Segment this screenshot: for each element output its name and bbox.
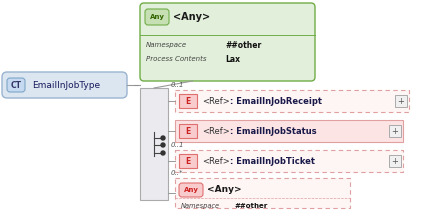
Text: : EmailInJobStatus: : EmailInJobStatus	[230, 126, 316, 135]
Text: ##other: ##other	[225, 41, 261, 50]
Circle shape	[161, 143, 165, 147]
Bar	[179, 154, 197, 168]
Text: Lax: Lax	[225, 55, 240, 63]
Bar	[179, 124, 197, 138]
Circle shape	[161, 151, 165, 155]
Bar	[140, 88, 168, 200]
Text: Namespace: Namespace	[146, 42, 187, 48]
Text: +: +	[392, 156, 398, 165]
Bar	[175, 178, 350, 208]
Circle shape	[161, 136, 165, 140]
Text: E: E	[185, 156, 191, 165]
Bar	[175, 150, 403, 172]
Text: <Any>: <Any>	[173, 12, 210, 22]
Bar	[175, 90, 409, 112]
Text: E: E	[185, 126, 191, 135]
Text: Namespace: Namespace	[181, 203, 220, 209]
Text: 0..1: 0..1	[171, 82, 184, 88]
Text: –: –	[133, 80, 138, 90]
Text: : EmailInJobTicket: : EmailInJobTicket	[230, 156, 315, 165]
Bar	[395, 95, 407, 107]
FancyBboxPatch shape	[140, 3, 315, 81]
Text: +: +	[398, 97, 404, 105]
FancyBboxPatch shape	[179, 183, 203, 197]
Text: E: E	[185, 97, 191, 105]
Text: Any: Any	[149, 14, 165, 20]
Text: 0..*: 0..*	[171, 170, 184, 176]
Bar	[179, 94, 197, 108]
Text: <Any>: <Any>	[207, 185, 242, 194]
Text: Any: Any	[184, 187, 198, 193]
Text: CT: CT	[11, 80, 22, 89]
FancyBboxPatch shape	[2, 72, 127, 98]
Bar	[175, 120, 403, 142]
Bar	[389, 125, 401, 137]
Text: <Ref>: <Ref>	[202, 126, 230, 135]
Text: <Ref>: <Ref>	[202, 97, 230, 105]
Text: : EmailInJobReceipt: : EmailInJobReceipt	[230, 97, 322, 105]
Text: ##other: ##other	[235, 203, 268, 209]
FancyBboxPatch shape	[145, 9, 169, 25]
Text: EmailInJobType: EmailInJobType	[32, 80, 100, 89]
Text: <Ref>: <Ref>	[202, 156, 230, 165]
Text: +: +	[392, 126, 398, 135]
Bar	[389, 155, 401, 167]
Text: 0..1: 0..1	[171, 142, 184, 148]
FancyBboxPatch shape	[7, 78, 25, 92]
Text: Process Contents: Process Contents	[146, 56, 206, 62]
